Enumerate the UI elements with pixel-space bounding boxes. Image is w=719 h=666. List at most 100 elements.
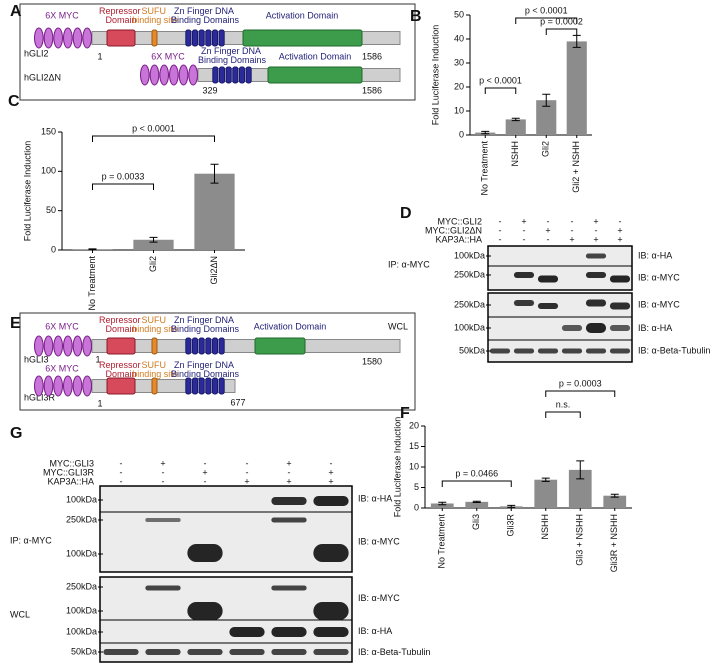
residue-end: 1586 (362, 51, 382, 61)
antibody-label: IB: α-Beta-Tubulin (638, 345, 710, 355)
zinc-finger (238, 66, 246, 84)
condition-label: MYC::GLI2 (437, 216, 482, 226)
blot-membrane (487, 245, 633, 291)
condition-sign: + (286, 458, 291, 468)
condition-label: KAP3A::HA (47, 476, 94, 486)
size-marker: 50kDa (71, 646, 97, 656)
zinc-finger (185, 29, 192, 47)
band (145, 518, 181, 522)
zinc-finger (245, 66, 252, 84)
band (313, 649, 349, 655)
size-marker: 100kDa (66, 494, 97, 504)
condition-sign: + (244, 476, 249, 486)
significance-bracket (92, 183, 154, 190)
feature-label: 6X MYC (151, 51, 185, 61)
band (271, 497, 307, 505)
size-marker: 250kDa (66, 514, 97, 524)
feature-label: 6X MYC (45, 363, 79, 373)
y-tick-label: 0 (51, 244, 56, 254)
residue-start: 1 (97, 398, 102, 408)
band (313, 602, 349, 620)
significance-bracket (545, 411, 581, 418)
myc-tag (188, 64, 199, 86)
error-bar (149, 236, 158, 243)
zinc-finger (218, 377, 225, 395)
panel-label: D (400, 205, 412, 222)
condition-sign: + (617, 234, 622, 244)
condition-sign: + (328, 467, 333, 477)
feature-label: 6X MYC (45, 321, 79, 331)
significance-label: p < 0.0001 (132, 123, 175, 133)
domain (267, 66, 363, 84)
band (537, 348, 559, 354)
band (585, 272, 607, 278)
bar (568, 469, 592, 508)
y-tick-label: 5 (414, 482, 419, 492)
size-marker: 50kDa (459, 345, 485, 355)
residue-start: 1 (95, 354, 100, 364)
residue-end: 1586 (362, 85, 382, 95)
size-marker: 100kDa (454, 250, 485, 260)
condition-sign: - (499, 234, 502, 244)
myc-tag (72, 27, 83, 49)
zinc-finger (191, 337, 199, 355)
band (313, 627, 349, 637)
band (187, 649, 223, 655)
size-marker: 250kDa (66, 581, 97, 591)
y-tick-label: 40 (454, 33, 464, 43)
size-marker: 100kDa (454, 322, 485, 332)
x-tick-label: NSHH (510, 141, 520, 167)
bar (430, 503, 454, 508)
domain (106, 337, 136, 355)
y-axis-label: Fold Luciferase Induction (22, 141, 32, 242)
diagram-frame (19, 3, 416, 101)
feature-label: SUFU binding site (132, 360, 178, 379)
antibody-label: IB: α-MYC (358, 536, 400, 546)
bar (566, 41, 587, 135)
bar (194, 173, 235, 250)
zinc-finger (218, 337, 225, 355)
x-tick-label: Gli3R (506, 514, 516, 537)
condition-label: KAP3A::HA (435, 234, 482, 244)
x-tick-label: Gli2 (148, 256, 158, 272)
myc-tag (43, 335, 54, 357)
significance-label: n.s. (556, 399, 571, 409)
feature-label: Activation Domain (279, 51, 352, 61)
protein-name: hGLI3 (24, 354, 49, 364)
condition-sign: + (593, 216, 598, 226)
bar (536, 100, 557, 135)
protein-name: hGLI2 (24, 48, 49, 58)
band (313, 544, 349, 562)
band (585, 348, 607, 354)
error-bar (481, 130, 490, 135)
zinc-finger (211, 29, 219, 47)
significance-label: p = 0.0003 (559, 378, 602, 388)
x-tick-label: No Treatment (87, 256, 97, 311)
significance-bracket (545, 390, 616, 397)
myc-tag (82, 27, 92, 49)
significance-bracket (92, 135, 215, 142)
y-tick-label: 150 (41, 126, 56, 136)
zinc-finger (205, 377, 212, 395)
section-label: IP: α-MYC (388, 259, 430, 269)
feature-label: SUFU binding site (132, 6, 178, 25)
band (271, 649, 307, 655)
zinc-finger (191, 29, 199, 47)
band (313, 496, 349, 506)
domain (254, 337, 306, 355)
error-bar (542, 93, 551, 107)
condition-sign: - (619, 216, 622, 226)
panel-label: E (10, 315, 21, 332)
condition-sign: - (547, 234, 550, 244)
condition-label: MYC::GLI2ΔN (425, 225, 482, 235)
significance-label: p < 0.0001 (479, 75, 522, 85)
protein-backbone (91, 339, 401, 353)
band (229, 649, 265, 655)
band (187, 602, 223, 620)
y-tick-label: 20 (454, 81, 464, 91)
y-tick-label: 100 (41, 166, 56, 176)
antibody-label: IB: α-Beta-Tubulin (358, 647, 430, 657)
size-marker: 250kDa (454, 299, 485, 309)
condition-sign: - (288, 467, 291, 477)
x-tick-label: Gli2ΔN (209, 256, 219, 285)
